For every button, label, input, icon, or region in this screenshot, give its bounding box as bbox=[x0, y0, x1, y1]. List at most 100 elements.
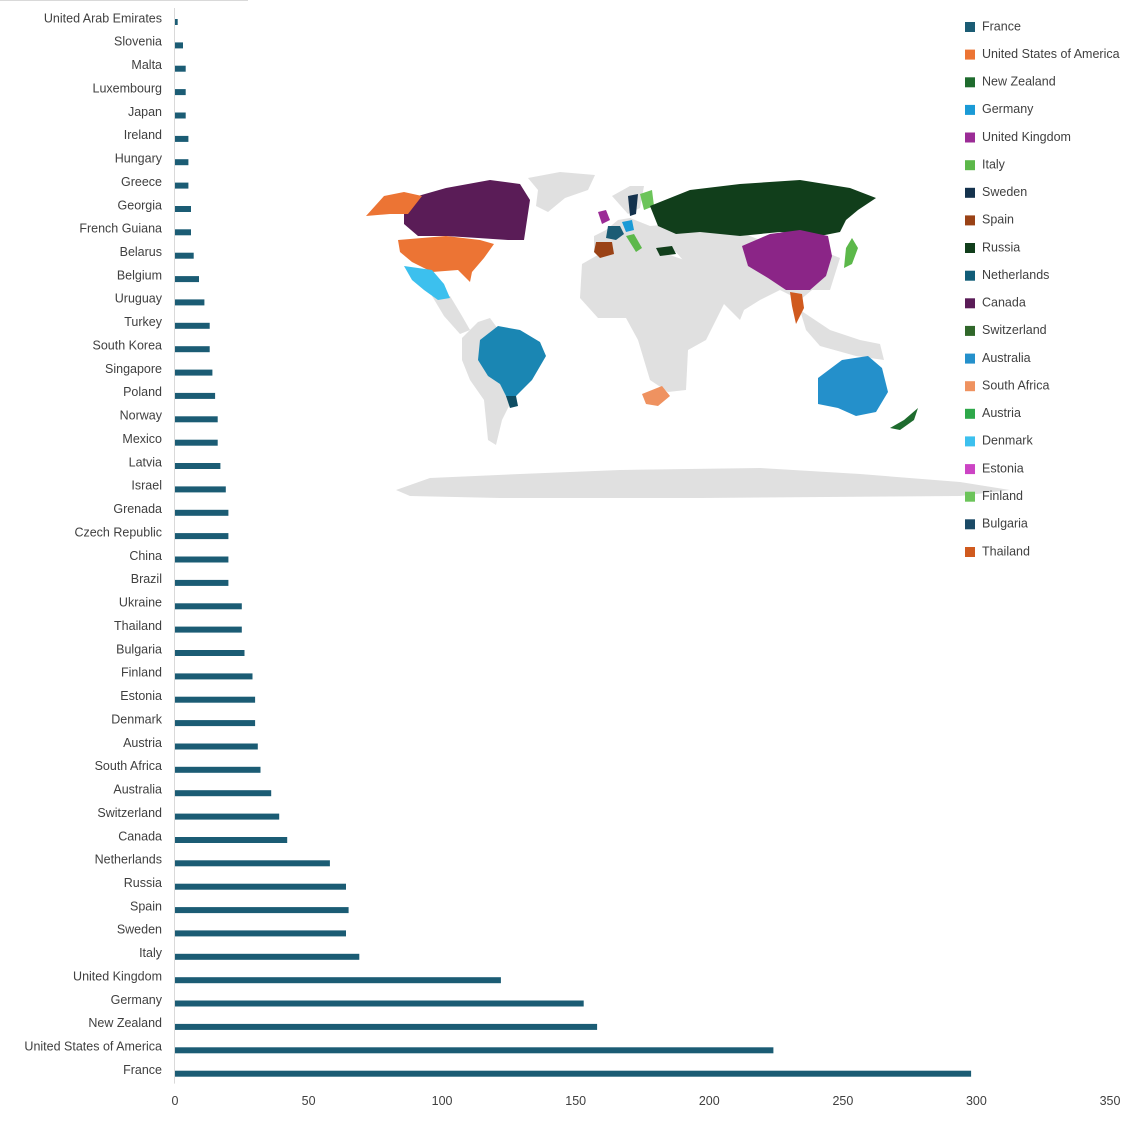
category-label-denmark: Denmark bbox=[111, 712, 162, 726]
bar-norway bbox=[175, 416, 218, 423]
legend-label-france: France bbox=[982, 19, 1021, 33]
legend-label-germany: Germany bbox=[982, 102, 1034, 116]
map-south-africa bbox=[642, 386, 670, 406]
bar-thailand bbox=[175, 626, 242, 633]
category-label-poland: Poland bbox=[123, 385, 162, 399]
bar-austria bbox=[175, 743, 258, 750]
category-label-belarus: Belarus bbox=[120, 245, 162, 259]
legend-label-italy: Italy bbox=[982, 157, 1006, 171]
category-label-israel: Israel bbox=[131, 479, 162, 493]
map-africa-base bbox=[580, 248, 726, 392]
category-label-mexico: Mexico bbox=[122, 432, 162, 446]
bar-sweden bbox=[175, 930, 346, 937]
bar-hungary bbox=[175, 159, 189, 166]
bar-netherlands bbox=[175, 860, 330, 867]
legend-label-spain: Spain bbox=[982, 213, 1014, 227]
bar-malta bbox=[175, 65, 186, 72]
map-finland bbox=[640, 190, 654, 210]
category-label-french-guiana: French Guiana bbox=[79, 222, 162, 236]
legend-swatch-germany bbox=[965, 104, 975, 115]
bar-czech-republic bbox=[175, 533, 229, 540]
legend-swatch-sweden bbox=[965, 187, 975, 198]
legend-label-netherlands: Netherlands bbox=[982, 268, 1049, 282]
map-antarctica bbox=[396, 468, 1010, 498]
bar-australia bbox=[175, 790, 272, 797]
map-thailand bbox=[790, 292, 804, 324]
category-label-estonia: Estonia bbox=[120, 689, 162, 703]
map-canada bbox=[404, 180, 530, 240]
bar-france bbox=[175, 1070, 972, 1077]
bar-china bbox=[175, 556, 229, 563]
bar-turkey bbox=[175, 322, 210, 329]
legend-label-new-zealand: New Zealand bbox=[982, 75, 1056, 89]
bar-united-kingdom bbox=[175, 977, 501, 984]
legend-swatch-italy bbox=[965, 160, 975, 171]
map-southeast-asia bbox=[800, 310, 884, 360]
bar-mexico bbox=[175, 439, 218, 446]
x-tick-label-300: 300 bbox=[966, 1094, 987, 1108]
bar-italy bbox=[175, 953, 360, 960]
category-label-turkey: Turkey bbox=[124, 315, 162, 329]
bar-denmark bbox=[175, 720, 256, 727]
category-label-latvia: Latvia bbox=[129, 455, 162, 469]
legend-label-australia: Australia bbox=[982, 351, 1031, 365]
category-label-russia: Russia bbox=[124, 876, 162, 890]
map-usa bbox=[398, 236, 494, 282]
bar-germany bbox=[175, 1000, 584, 1007]
category-label-singapore: Singapore bbox=[105, 362, 162, 376]
map-brazil bbox=[478, 326, 546, 400]
category-label-greece: Greece bbox=[121, 175, 162, 189]
map-japan bbox=[844, 238, 858, 268]
map-uruguay bbox=[506, 396, 518, 408]
bar-switzerland bbox=[175, 813, 280, 820]
legend-label-switzerland: Switzerland bbox=[982, 323, 1047, 337]
bar-bulgaria bbox=[175, 650, 245, 656]
map-spain bbox=[594, 242, 614, 258]
category-label-spain: Spain bbox=[130, 899, 162, 913]
category-label-czech-republic: Czech Republic bbox=[74, 525, 162, 539]
category-label-austria: Austria bbox=[123, 736, 162, 750]
category-label-slovenia: Slovenia bbox=[114, 35, 162, 49]
legend-label-finland: Finland bbox=[982, 489, 1023, 503]
x-tick-label-250: 250 bbox=[832, 1094, 853, 1108]
bar-russia bbox=[175, 883, 346, 890]
bar-japan bbox=[175, 112, 186, 119]
map-china bbox=[742, 230, 832, 290]
category-label-france: France bbox=[123, 1063, 162, 1077]
category-label-netherlands: Netherlands bbox=[95, 853, 162, 867]
category-label-ireland: Ireland bbox=[124, 128, 162, 142]
legend-swatch-thailand bbox=[965, 547, 975, 557]
legend-swatch-france bbox=[965, 22, 975, 32]
category-label-united-kingdom: United Kingdom bbox=[73, 969, 162, 983]
category-label-germany: Germany bbox=[111, 993, 163, 1007]
x-tick-label-50: 50 bbox=[302, 1094, 316, 1108]
legend-swatch-bulgaria bbox=[965, 519, 975, 530]
bar-belarus bbox=[175, 252, 194, 259]
map-greenland bbox=[528, 172, 595, 212]
world-map bbox=[366, 172, 1010, 498]
x-tick-label-0: 0 bbox=[172, 1094, 179, 1108]
legend-swatch-russia bbox=[965, 243, 975, 253]
legend-label-russia: Russia bbox=[982, 240, 1020, 254]
legend-swatch-canada bbox=[965, 298, 975, 309]
category-label-south-korea: South Korea bbox=[93, 338, 163, 352]
legend-swatch-south-africa bbox=[965, 381, 975, 392]
map-italy bbox=[626, 234, 642, 252]
legend-swatch-austria bbox=[965, 408, 975, 419]
category-label-china: China bbox=[129, 549, 162, 563]
bar-israel bbox=[175, 486, 226, 493]
map-central-america bbox=[432, 296, 470, 334]
legend-label-united-kingdom: United Kingdom bbox=[982, 130, 1071, 144]
map-russia bbox=[650, 180, 876, 236]
bar-ireland bbox=[175, 135, 189, 142]
bar-singapore bbox=[175, 369, 213, 376]
category-label-italy: Italy bbox=[139, 946, 163, 960]
map-uk bbox=[598, 210, 610, 224]
category-label-australia: Australia bbox=[113, 782, 162, 796]
bar-georgia bbox=[175, 206, 191, 212]
map-germany bbox=[622, 220, 634, 232]
category-label-new-zealand: New Zealand bbox=[88, 1016, 162, 1030]
legend-label-bulgaria: Bulgaria bbox=[982, 517, 1028, 531]
map-australia bbox=[818, 356, 888, 416]
